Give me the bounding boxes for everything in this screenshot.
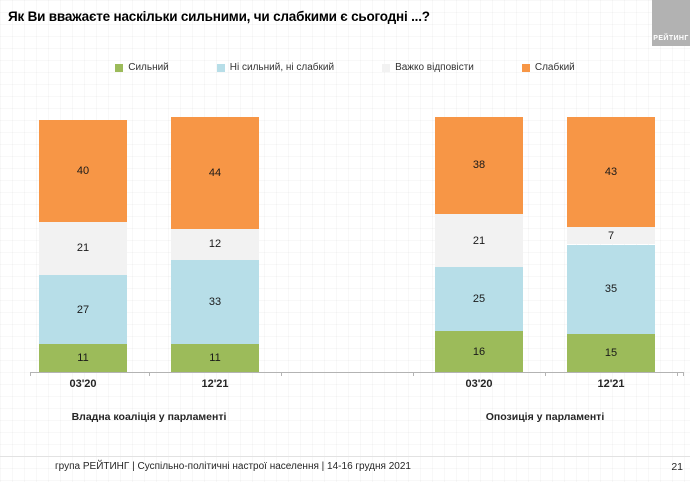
page-number: 21 xyxy=(671,461,683,473)
bar-value-label: 21 xyxy=(76,242,90,255)
page-title: Як Ви вважаєте наскільки сильними, чи сл… xyxy=(8,9,430,24)
rating-logo-text: РЕЙТИНГ xyxy=(653,35,689,42)
bar-segment: 27 xyxy=(39,275,127,344)
x-axis-category-label: 03'20 xyxy=(465,378,493,390)
group-label: Опозиція у парламенті xyxy=(485,411,605,423)
bar-value-label: 40 xyxy=(76,164,90,177)
bar-segment: 38 xyxy=(435,117,523,214)
x-axis-line xyxy=(30,372,683,373)
bar-segment: 40 xyxy=(39,119,127,222)
bar-segment: 25 xyxy=(435,267,523,332)
bar-segment: 11 xyxy=(39,343,127,372)
bar-segment: 11 xyxy=(171,343,259,372)
legend-item: Важко відповісти xyxy=(382,62,474,73)
bar-segment: 21 xyxy=(435,213,523,268)
bar-value-label: 16 xyxy=(472,345,486,358)
bar-value-label: 11 xyxy=(77,351,89,364)
legend-swatch xyxy=(382,63,391,72)
bar-value-label: 15 xyxy=(604,346,618,359)
group-label: Владна коаліція у парламенті xyxy=(71,411,227,423)
bar-segment: 16 xyxy=(435,331,523,372)
bar-value-label: 33 xyxy=(208,295,222,308)
bar-segment: 15 xyxy=(567,333,655,372)
legend-item: Слабкий xyxy=(521,62,575,73)
legend-label: Ні сильний, ні слабкий xyxy=(229,62,335,73)
x-axis-category-label: 03'20 xyxy=(69,378,97,390)
legend-label: Сильний xyxy=(128,62,169,73)
legend-item: Сильний xyxy=(115,62,169,73)
bar-value-label: 25 xyxy=(472,293,486,306)
bar-value-label: 12 xyxy=(208,238,222,251)
bar-segment: 7 xyxy=(567,226,655,245)
bar-value-label: 35 xyxy=(604,283,618,296)
bar-value-label: 38 xyxy=(472,159,486,172)
chart-legend: Сильний Ні сильний, ні слабкий Важко відпо… xyxy=(0,62,690,73)
bar-segment: 44 xyxy=(171,117,259,230)
axis-tick xyxy=(30,372,31,376)
legend-swatch xyxy=(521,63,530,72)
bar-value-label: 11 xyxy=(209,351,221,364)
x-axis-category-label: 12'21 xyxy=(201,378,229,390)
footer-source: група РЕЙТИНГ | Суспільно-політичні наст… xyxy=(55,461,411,472)
bar-segment: 21 xyxy=(39,221,127,276)
bar-segment: 35 xyxy=(567,244,655,334)
axis-tick xyxy=(413,372,414,376)
axis-tick xyxy=(677,372,678,376)
legend-label: Слабкий xyxy=(534,62,575,73)
legend-swatch xyxy=(216,63,225,72)
axis-tick xyxy=(149,372,150,376)
bar-segment: 43 xyxy=(567,117,655,227)
bar-value-label: 21 xyxy=(472,234,486,247)
axis-tick xyxy=(683,372,684,376)
legend-swatch xyxy=(115,63,124,72)
footer-divider xyxy=(0,456,690,457)
bar-segment: 33 xyxy=(171,259,259,344)
legend-item: Ні сильний, ні слабкий xyxy=(216,62,335,73)
rating-group-logo: РЕЙТИНГ xyxy=(652,0,690,46)
bar-value-label: 44 xyxy=(208,167,222,180)
axis-tick xyxy=(281,372,282,376)
bar-value-label: 43 xyxy=(604,165,618,178)
bar-segment: 12 xyxy=(171,229,259,260)
x-axis-category-label: 12'21 xyxy=(597,378,625,390)
axis-tick xyxy=(545,372,546,376)
bar-value-label: 27 xyxy=(76,303,90,316)
legend-label: Важко відповісти xyxy=(395,62,474,73)
bar-value-label: 7 xyxy=(607,229,615,242)
